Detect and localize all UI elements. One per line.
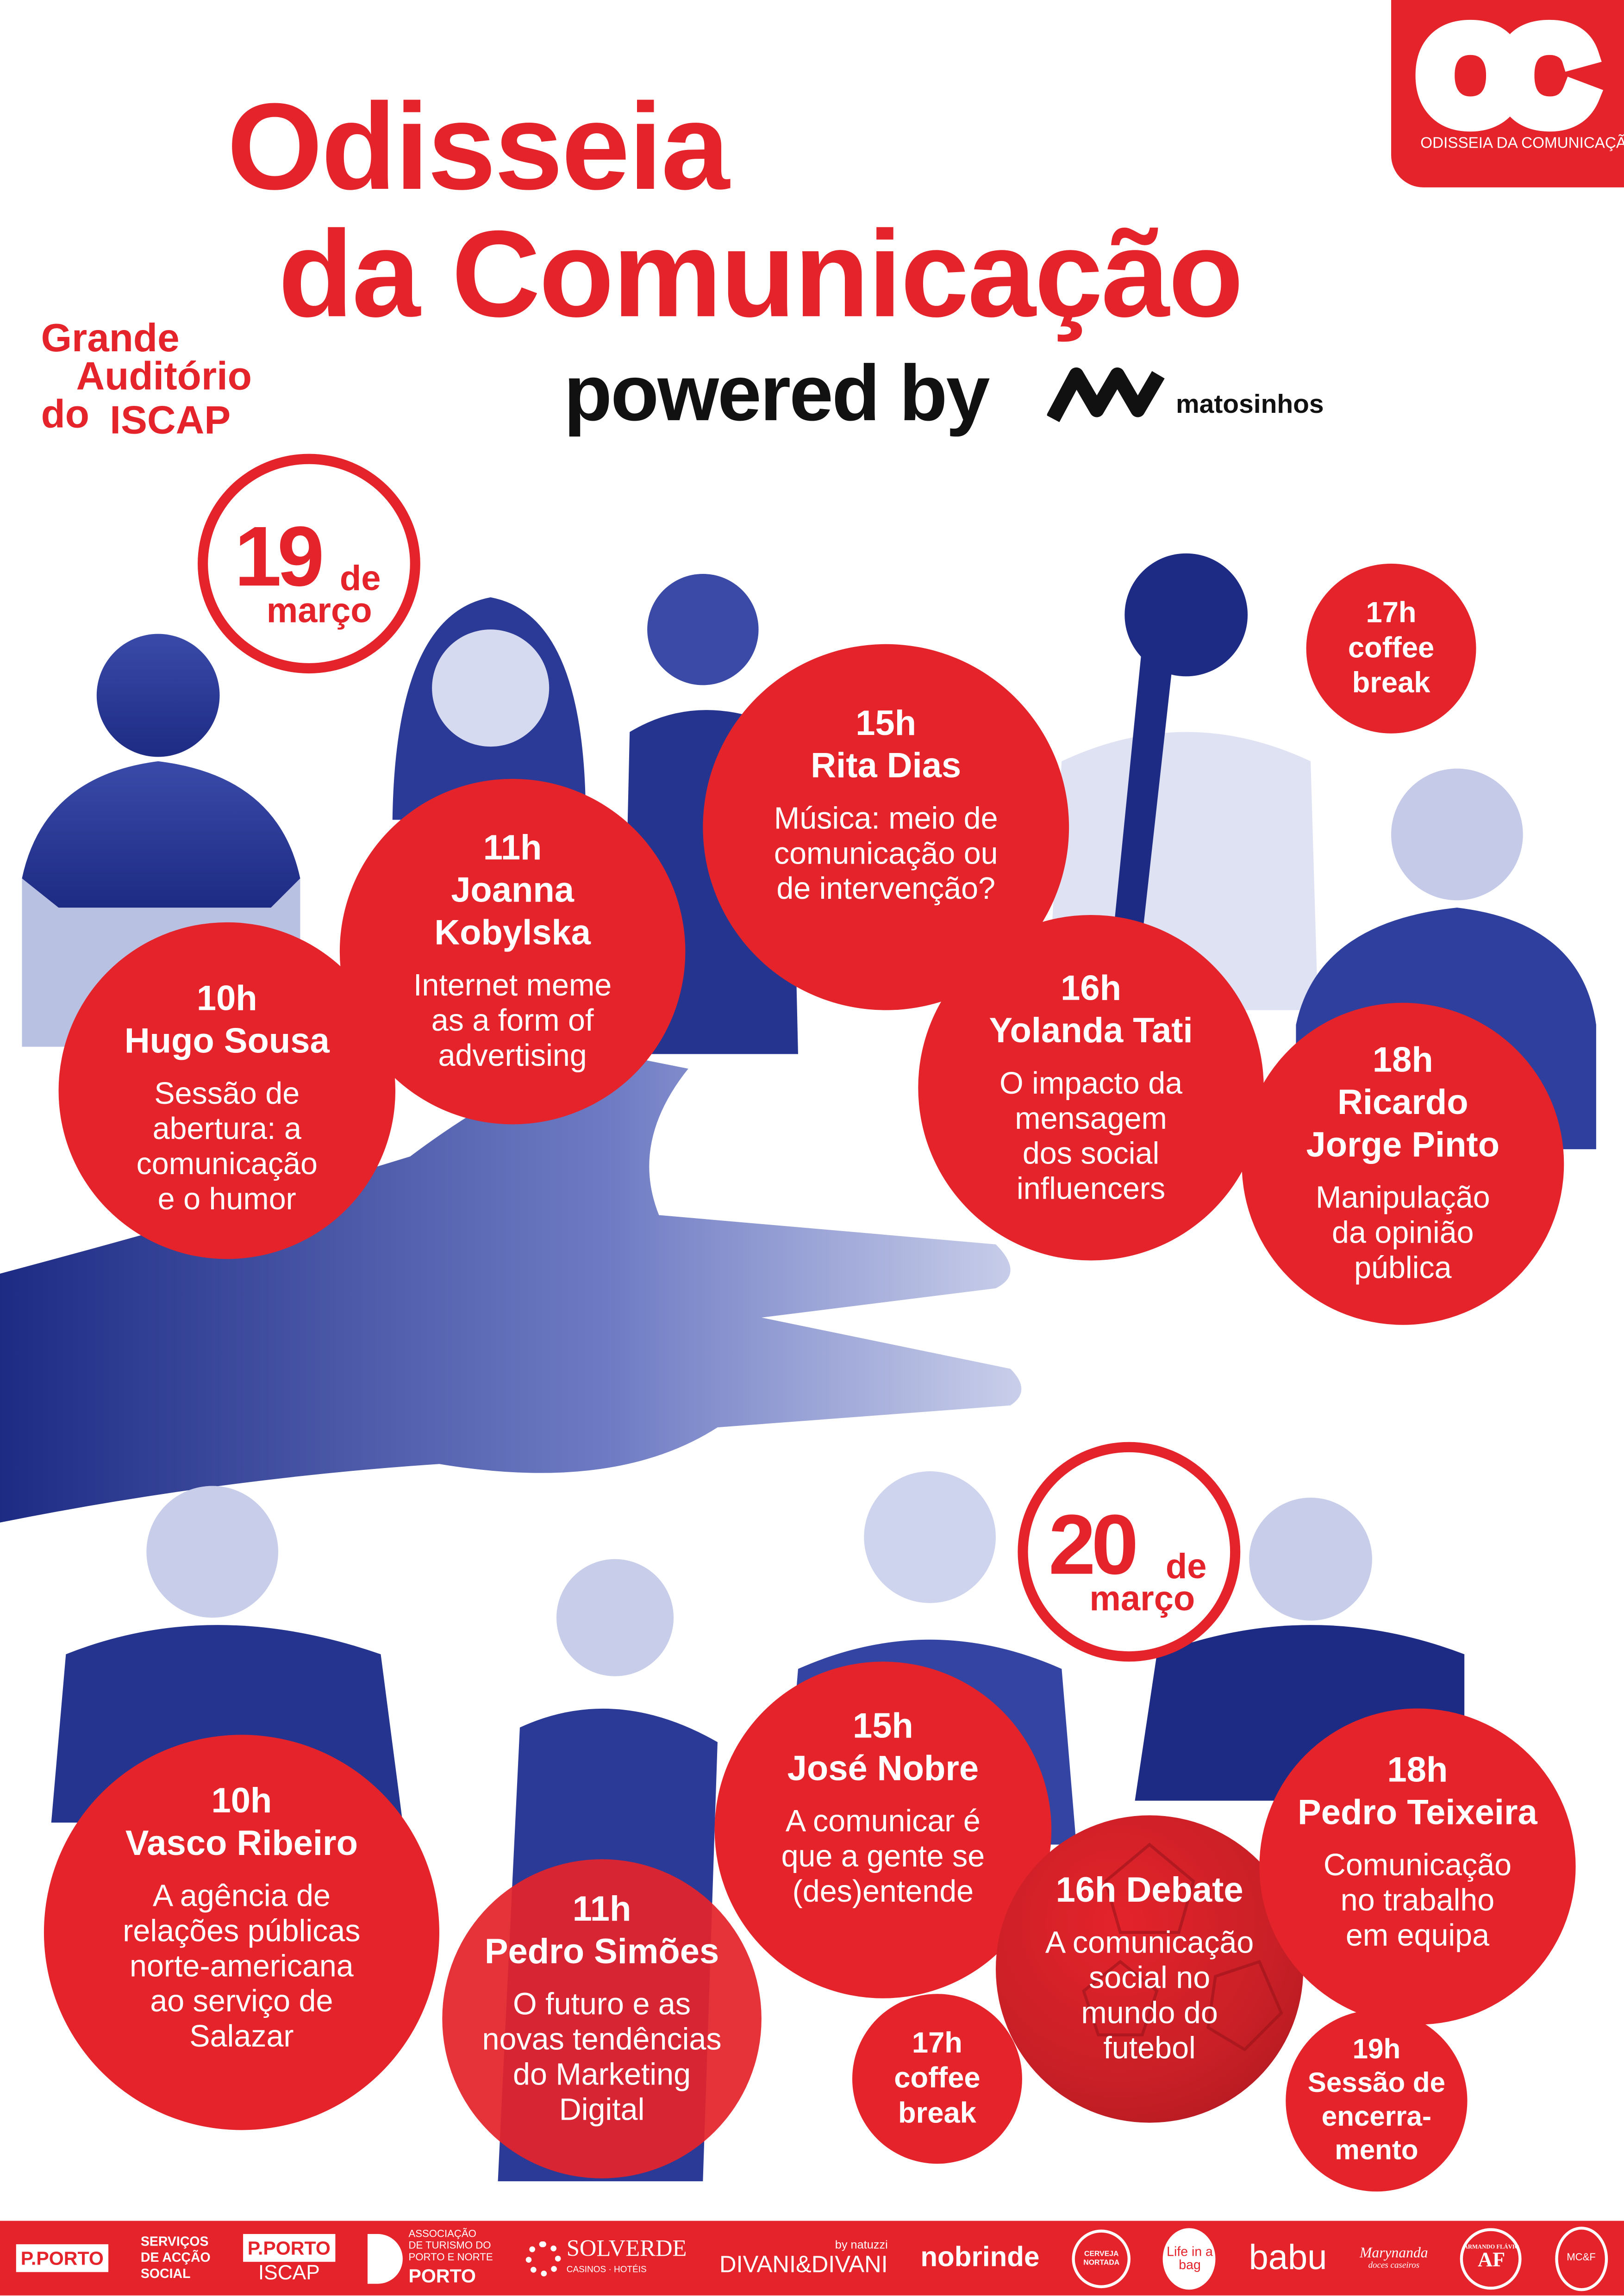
sponsor-armando-flavio: ARMANDO FLÁVIO AF bbox=[1461, 2227, 1523, 2289]
venue-line-3a: do bbox=[41, 392, 89, 436]
sponsor-pporto-sas-sub: SERVIÇOS DE ACÇÃO SOCIAL bbox=[140, 2234, 211, 2281]
sponsor-nobrinde: nobrinde bbox=[920, 2242, 1040, 2273]
session-vasco-ribeiro: 10h Vasco Ribeiro A agência de relações … bbox=[44, 1735, 439, 2130]
sponsor-life-in-a-bag: Life in a bag bbox=[1163, 2227, 1216, 2289]
session-talk: Música: meio de comunicação ou de interv… bbox=[774, 801, 998, 906]
sponsor-divani: by natuzzi DIVANI&DIVANI bbox=[719, 2237, 888, 2279]
session-hugo-sousa: 10h Hugo Sousa Sessão de abertura: a com… bbox=[58, 922, 396, 1259]
date-month: março bbox=[266, 591, 372, 631]
closing-session: 19h Sessão de encerra- mento bbox=[1286, 2010, 1468, 2192]
sponsor-name: P.PORTO bbox=[243, 2234, 335, 2262]
photo-joanna-kobylska bbox=[392, 597, 586, 820]
sponsor-nortada: CERVEJA NORTADA bbox=[1072, 2228, 1131, 2288]
session-time: 15h bbox=[852, 1706, 913, 1746]
oc-logo-name: ODISSEIA DA COMUNICAÇÃO bbox=[1420, 135, 1624, 152]
sponsor-turismo-porto: ASSOCIAÇÃO DE TURISMO DO PORTO E NORTE PO… bbox=[367, 2229, 493, 2287]
date-de: de bbox=[1165, 1547, 1207, 1587]
session-time: 10h bbox=[196, 978, 257, 1019]
sponsor-pporto-iscap: P.PORTO ISCAP bbox=[243, 2234, 335, 2282]
sponsor-sub: ASSOCIAÇÃO DE TURISMO DO PORTO E NORTE bbox=[408, 2229, 493, 2264]
session-speaker: Pedro Simões bbox=[484, 1931, 719, 1972]
session-talk: A comunicação social no mundo do futebol bbox=[1045, 1926, 1254, 2066]
session-time: 16h Debate bbox=[1056, 1871, 1243, 1910]
session-jose-nobre: 15h José Nobre A comunicar é que a gente… bbox=[714, 1661, 1052, 1998]
sponsor-sub: doces caseiros bbox=[1368, 2262, 1420, 2271]
session-speaker: Joanna Kobylska bbox=[434, 871, 591, 953]
sponsor-name: AF bbox=[1478, 2250, 1505, 2272]
session-talk: O futuro e as novas tendências do Market… bbox=[482, 1987, 722, 2127]
session-time: 16h bbox=[1061, 968, 1121, 1008]
session-time: 11h bbox=[572, 1889, 631, 1929]
photo-hand bbox=[0, 1054, 1022, 1523]
session-speaker: Yolanda Tati bbox=[989, 1011, 1193, 1051]
venue-line-2: Auditório bbox=[76, 354, 252, 398]
coffee-break-day-1: 17h coffee break bbox=[1306, 563, 1476, 734]
date-day: 20 bbox=[1048, 1497, 1139, 1593]
session-joanna-kobylska: 11h Joanna Kobylska Internet meme as a f… bbox=[339, 778, 686, 1125]
title-line-1: Odisseia bbox=[227, 77, 730, 215]
soccer-ball-icon bbox=[1082, 1842, 1283, 2052]
session-debate: 16h Debate A comunicação social no mundo… bbox=[995, 1815, 1304, 2123]
session-yolanda-tati: 16h Yolanda Tati O impacto da mensagem d… bbox=[918, 915, 1264, 1261]
session-talk: Manipulação da opinião pública bbox=[1315, 1181, 1490, 1286]
matosinhos-name: matosinhos bbox=[1176, 389, 1324, 419]
session-time: 18h bbox=[1387, 1750, 1448, 1790]
session-talk: Internet meme as a form of advertising bbox=[413, 969, 612, 1073]
sponsor-mcf: MC&F bbox=[1555, 2226, 1608, 2290]
date-19-marco: 19 de março bbox=[198, 454, 420, 674]
oc-logo-letters: OC bbox=[1410, 0, 1604, 158]
sun-icon bbox=[525, 2240, 561, 2276]
session-pedro-teixeira: 18h Pedro Teixeira Comunicação no trabal… bbox=[1259, 1708, 1576, 2025]
sponsor-sub: by natuzzi bbox=[835, 2238, 888, 2252]
session-speaker: Pedro Teixeira bbox=[1298, 1792, 1537, 1832]
sponsor-name: SOLVERDE bbox=[566, 2237, 687, 2262]
session-talk: Comunicação no trabalho em equipa bbox=[1323, 1848, 1512, 1953]
sponsor-name: DIVANI&DIVANI bbox=[719, 2253, 888, 2278]
session-pedro-simoes: 11h Pedro Simões O futuro e as novas ten… bbox=[442, 1859, 762, 2178]
session-time: 11h bbox=[483, 828, 542, 868]
sponsor-sub: ARMANDO FLÁVIO bbox=[1463, 2243, 1519, 2250]
oc-logo: OC ODISSEIA DA COMUNICAÇÃO bbox=[1391, 0, 1624, 187]
matosinhos-logo-icon bbox=[1047, 367, 1165, 423]
session-talk: Sessão de abertura: a comunicação e o hu… bbox=[136, 1076, 318, 1216]
session-ricardo-jorge-pinto: 18h Ricardo Jorge Pinto Manipulação da o… bbox=[1242, 1002, 1564, 1325]
sponsor-footer: P.PORTO SERVIÇOS DE ACÇÃO SOCIAL P.PORTO… bbox=[0, 2221, 1624, 2296]
sponsor-marynanda: Marynanda doces caseiros bbox=[1360, 2246, 1428, 2271]
venue-line-1: Grande bbox=[41, 316, 180, 361]
venue-line-3b: ISCAP bbox=[110, 398, 231, 442]
sponsor-sub: CASINOS · HOTÉIS bbox=[566, 2266, 647, 2275]
date-month: março bbox=[1089, 1580, 1195, 1619]
sponsor-pporto-sas: P.PORTO bbox=[16, 2244, 108, 2272]
sponsor-babu: babu bbox=[1249, 2237, 1327, 2277]
powered-by-text: powered by bbox=[563, 350, 990, 438]
session-time: 18h bbox=[1372, 1041, 1433, 1081]
sponsor-name: NORTADA bbox=[1083, 2258, 1120, 2267]
sponsor-name: Marynanda bbox=[1360, 2246, 1428, 2262]
session-speaker: Rita Dias bbox=[811, 746, 962, 786]
date-20-marco: 20 de março bbox=[1018, 1442, 1241, 1662]
session-talk: A comunicar é que a gente se (des)entend… bbox=[781, 1804, 985, 1909]
coffee-break-day-2: 17h coffee break bbox=[852, 1994, 1022, 2164]
session-talk: A agência de relações públicas norte-ame… bbox=[123, 1879, 361, 2053]
session-talk: O impacto da mensagem dos social influen… bbox=[999, 1066, 1183, 1206]
session-time: 10h bbox=[211, 1781, 272, 1821]
date-de: de bbox=[339, 559, 381, 599]
sponsor-solverde: SOLVERDE CASINOS · HOTÉIS bbox=[525, 2237, 687, 2279]
date-day: 19 bbox=[234, 509, 325, 605]
title-line-2: da Comunicação bbox=[278, 205, 1243, 343]
session-speaker: Hugo Sousa bbox=[124, 1021, 330, 1061]
session-speaker: Ricardo Jorge Pinto bbox=[1306, 1083, 1500, 1165]
session-time: 15h bbox=[856, 703, 917, 743]
porto-p-icon bbox=[367, 2233, 403, 2284]
sponsor-sub: ISCAP bbox=[258, 2260, 320, 2284]
session-speaker: Vasco Ribeiro bbox=[125, 1823, 358, 1863]
session-speaker: José Nobre bbox=[787, 1748, 979, 1788]
sponsor-name: PORTO bbox=[408, 2265, 476, 2287]
sponsor-sub: CERVEJA bbox=[1084, 2249, 1119, 2259]
